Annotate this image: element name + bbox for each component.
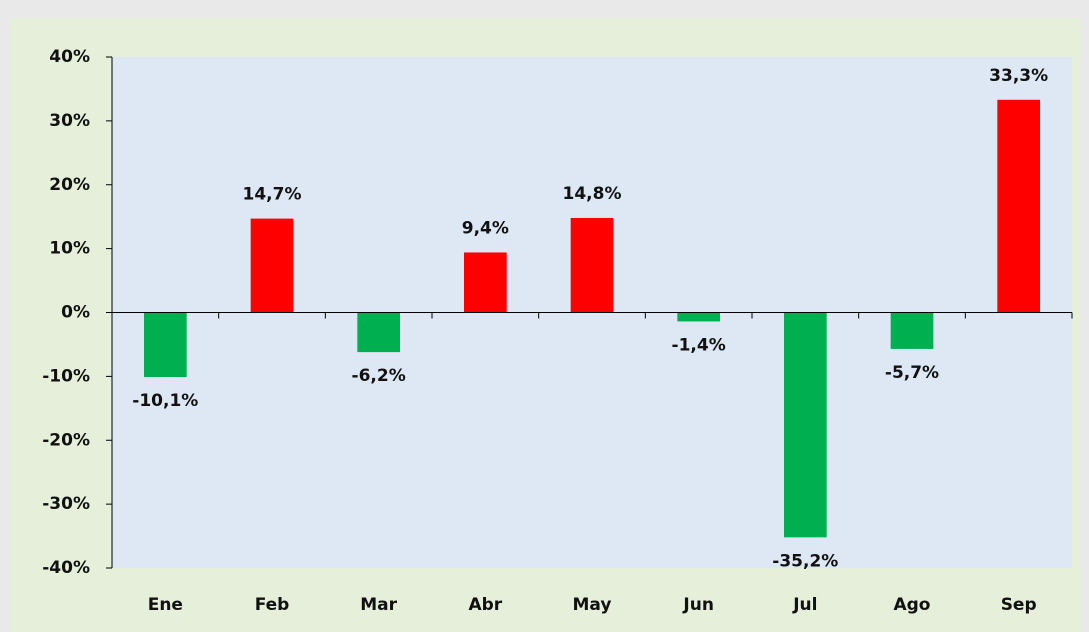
bar bbox=[250, 218, 294, 313]
x-tick-label: Ene bbox=[148, 595, 183, 615]
x-tick-label: Sep bbox=[1001, 595, 1037, 615]
bar bbox=[357, 312, 400, 353]
value-label: -5,7% bbox=[885, 363, 939, 383]
bar bbox=[997, 99, 1040, 313]
x-tick-label: Ago bbox=[893, 595, 930, 615]
bar bbox=[144, 312, 187, 378]
value-label: -35,2% bbox=[772, 551, 838, 571]
y-tick-label: -40% bbox=[42, 558, 90, 578]
value-label: -6,2% bbox=[352, 366, 406, 386]
value-label: 9,4% bbox=[462, 218, 509, 238]
value-label: -10,1% bbox=[132, 391, 198, 411]
value-label: 14,7% bbox=[243, 185, 302, 205]
x-tick-label: Feb bbox=[255, 595, 290, 615]
y-tick-label: 20% bbox=[49, 175, 90, 195]
y-tick-label: 10% bbox=[49, 239, 90, 259]
x-tick-label: May bbox=[573, 595, 612, 615]
bar bbox=[784, 312, 827, 538]
y-tick-label: 40% bbox=[49, 47, 90, 67]
bar bbox=[464, 252, 507, 313]
value-label: 33,3% bbox=[989, 66, 1048, 86]
y-tick-label: -30% bbox=[42, 494, 90, 514]
x-tick-label: Abr bbox=[468, 595, 502, 615]
y-tick-label: -10% bbox=[42, 366, 90, 386]
bar bbox=[570, 217, 614, 313]
value-label: -1,4% bbox=[672, 335, 726, 355]
y-tick-label: 0% bbox=[61, 303, 90, 323]
value-label: 14,8% bbox=[563, 184, 622, 204]
bar bbox=[890, 312, 934, 349]
y-tick-label: 30% bbox=[49, 111, 90, 131]
x-tick-label: Jun bbox=[682, 595, 714, 615]
x-tick-label: Mar bbox=[360, 595, 397, 615]
bar bbox=[677, 312, 720, 322]
x-tick-label: Jul bbox=[792, 595, 817, 615]
y-tick-label: -20% bbox=[42, 430, 90, 450]
